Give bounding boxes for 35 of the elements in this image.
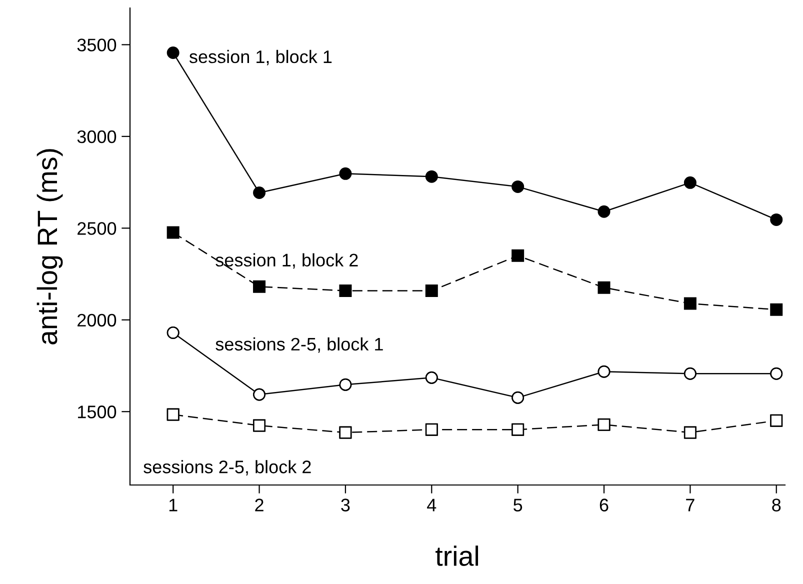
point <box>770 213 783 226</box>
x-tick-label: 3 <box>341 498 350 512</box>
point <box>512 249 524 262</box>
x-axis-title: trial <box>436 546 478 566</box>
y-tick-label: 2500 <box>78 222 116 235</box>
point <box>684 176 696 189</box>
point <box>512 180 524 193</box>
point <box>253 280 266 293</box>
x-tick-label: 1 <box>169 498 178 512</box>
series-label: sessions 2-5, block 2 <box>144 460 311 476</box>
point <box>166 46 180 60</box>
point <box>425 170 438 183</box>
point <box>339 284 352 297</box>
point <box>598 281 610 294</box>
point <box>770 303 783 316</box>
y-tick-label: 3500 <box>77 38 116 52</box>
x-tick-label: 2 <box>255 498 264 512</box>
series-label: sessions 2-5, block 1 <box>216 337 383 353</box>
series-label: session 1, block 2 <box>216 253 358 269</box>
point <box>253 186 266 199</box>
x-tick-label: 8 <box>772 498 781 512</box>
point <box>166 226 180 239</box>
point <box>684 297 696 310</box>
y-tick-label: 2000 <box>78 314 116 327</box>
x-tick-label: 5 <box>514 498 522 512</box>
x-tick-label: 6 <box>600 498 608 512</box>
y-tick-label: 1500 <box>78 406 116 418</box>
y-axis-title: anti-log RT (ms) <box>36 149 63 344</box>
x-tick-label: 4 <box>427 498 436 512</box>
point <box>339 167 352 180</box>
series-label: session 1, block 1 <box>189 50 332 66</box>
y-tick-label: 3000 <box>77 130 116 144</box>
point <box>425 284 438 297</box>
x-tick-label: 7 <box>686 498 694 512</box>
point <box>598 205 610 218</box>
